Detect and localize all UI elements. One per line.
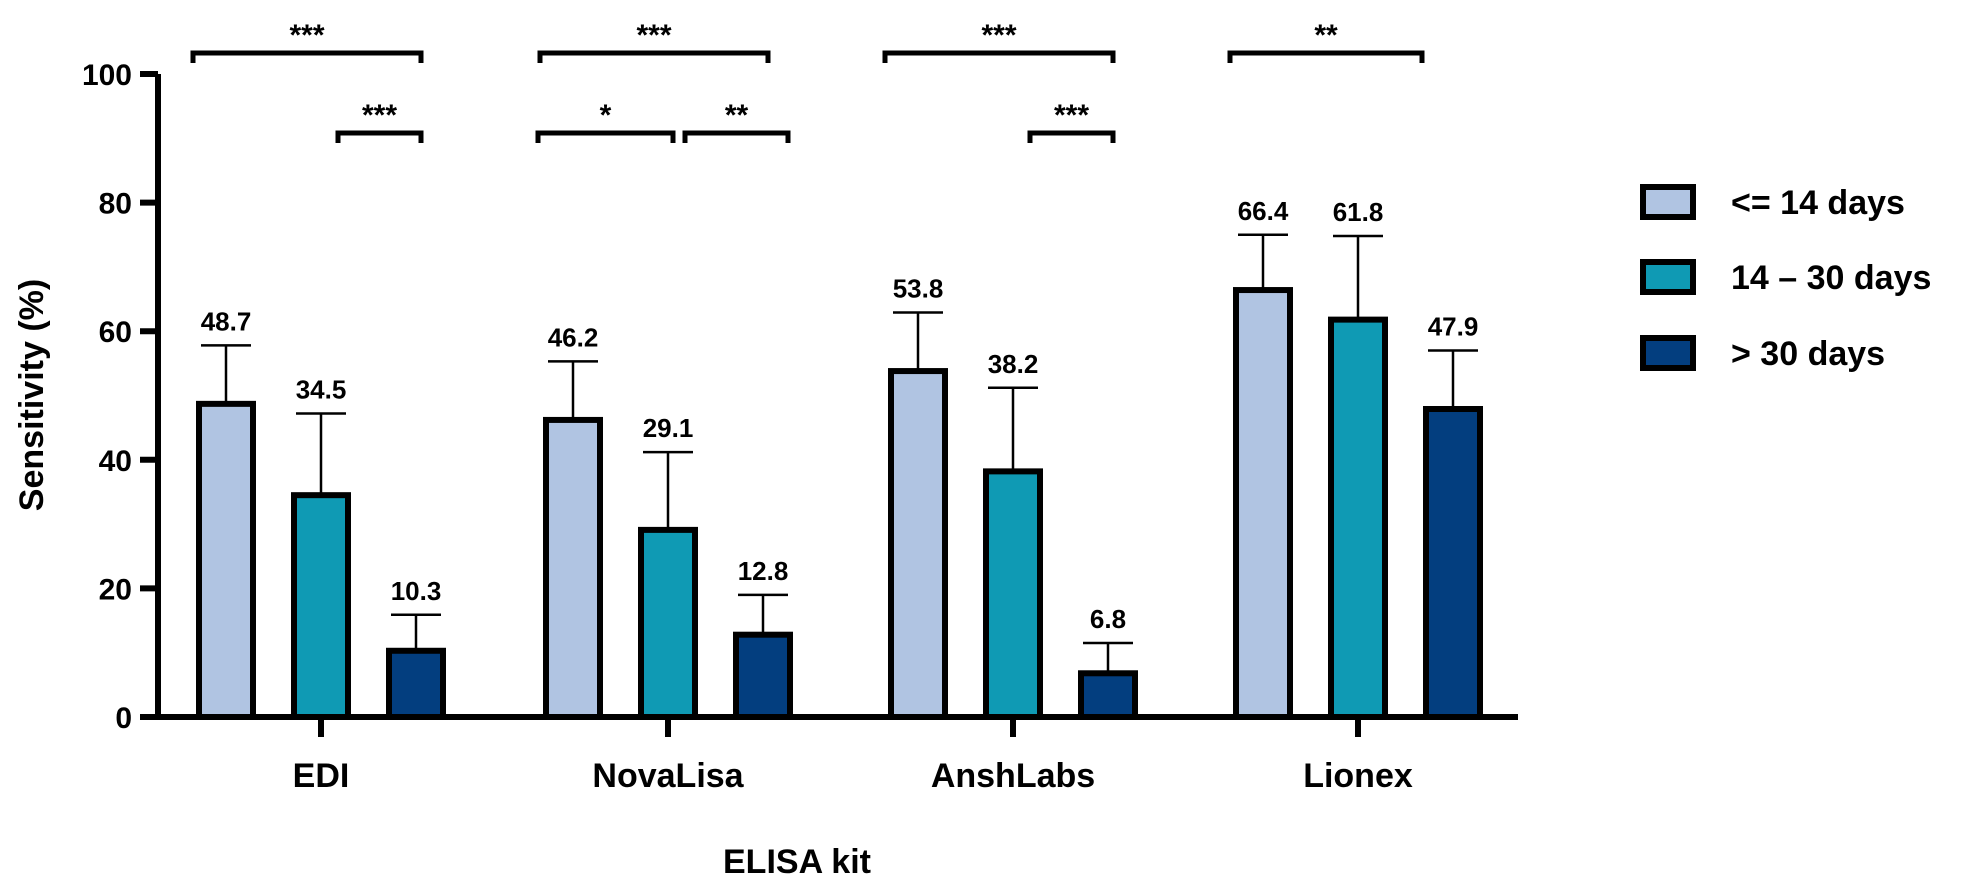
value-label: 38.2 [988,349,1039,379]
y-axis-title: Sensitivity (%) [13,279,51,511]
value-label: 66.4 [1238,196,1289,226]
y-tick-label: 100 [82,59,132,92]
value-label: 34.5 [296,375,347,405]
value-label: 61.8 [1333,197,1384,227]
legend-label: 14 – 30 days [1731,259,1931,297]
bar [888,368,948,720]
significance-label: *** [1054,99,1089,132]
value-label: 10.3 [391,576,442,606]
significance-label: *** [636,19,671,52]
bar [983,468,1043,720]
significance-bracket [190,50,424,63]
bar [543,416,603,720]
significance-label: *** [362,99,397,132]
category-label: EDI [293,757,350,795]
bar [638,526,698,721]
significance-label: *** [289,19,324,52]
value-label: 46.2 [548,322,599,352]
x-axis-title: ELISA kit [723,843,871,881]
y-tick-label: 60 [99,316,132,349]
legend: <= 14 days 14 – 30 days > 30 days [1640,184,1931,373]
significance-label: ** [725,99,749,132]
bar [291,492,351,721]
value-label: 6.8 [1090,604,1126,634]
x-axis: EDI NovaLisa AnshLabs Lionex [155,714,1518,795]
legend-label: > 30 days [1731,335,1885,373]
bar [733,631,793,720]
bar [1233,287,1293,720]
category-label: NovaLisa [592,757,744,795]
category-label: Lionex [1303,757,1413,795]
significance-bracket [682,130,791,143]
y-axis: 0 20 40 60 80 100 [82,59,161,735]
significance-bracket [1027,130,1116,143]
significance-bracket [335,130,424,143]
bar [196,400,256,720]
legend-swatch [1640,335,1696,371]
significance-bracket [537,50,771,63]
value-label: 48.7 [201,306,252,336]
bar [1423,406,1483,720]
bar [386,647,446,720]
category-label: AnshLabs [931,757,1095,795]
value-label: 12.8 [738,556,789,586]
legend-swatch [1640,259,1696,295]
y-tick-label: 0 [115,702,132,735]
significance-label: * [600,99,612,132]
plot-area: 48.7 46.2 53.8 66.4 34.5 29.1 38.2 61.8 10.3 12.8… [190,19,1483,721]
value-label: 29.1 [643,413,694,443]
legend-label: <= 14 days [1731,184,1905,222]
significance-bracket [535,130,676,143]
significance-bracket [882,50,1116,63]
bar [1078,670,1138,720]
significance-label: ** [1314,19,1338,52]
bar [1328,316,1388,720]
legend-swatch [1640,184,1696,220]
significance-label: *** [981,19,1016,52]
y-tick-label: 40 [99,445,132,478]
y-tick-label: 80 [99,188,132,221]
significance-bracket [1227,50,1425,63]
y-tick-label: 20 [99,573,132,606]
value-label: 53.8 [893,274,944,304]
value-label: 47.9 [1428,311,1479,341]
